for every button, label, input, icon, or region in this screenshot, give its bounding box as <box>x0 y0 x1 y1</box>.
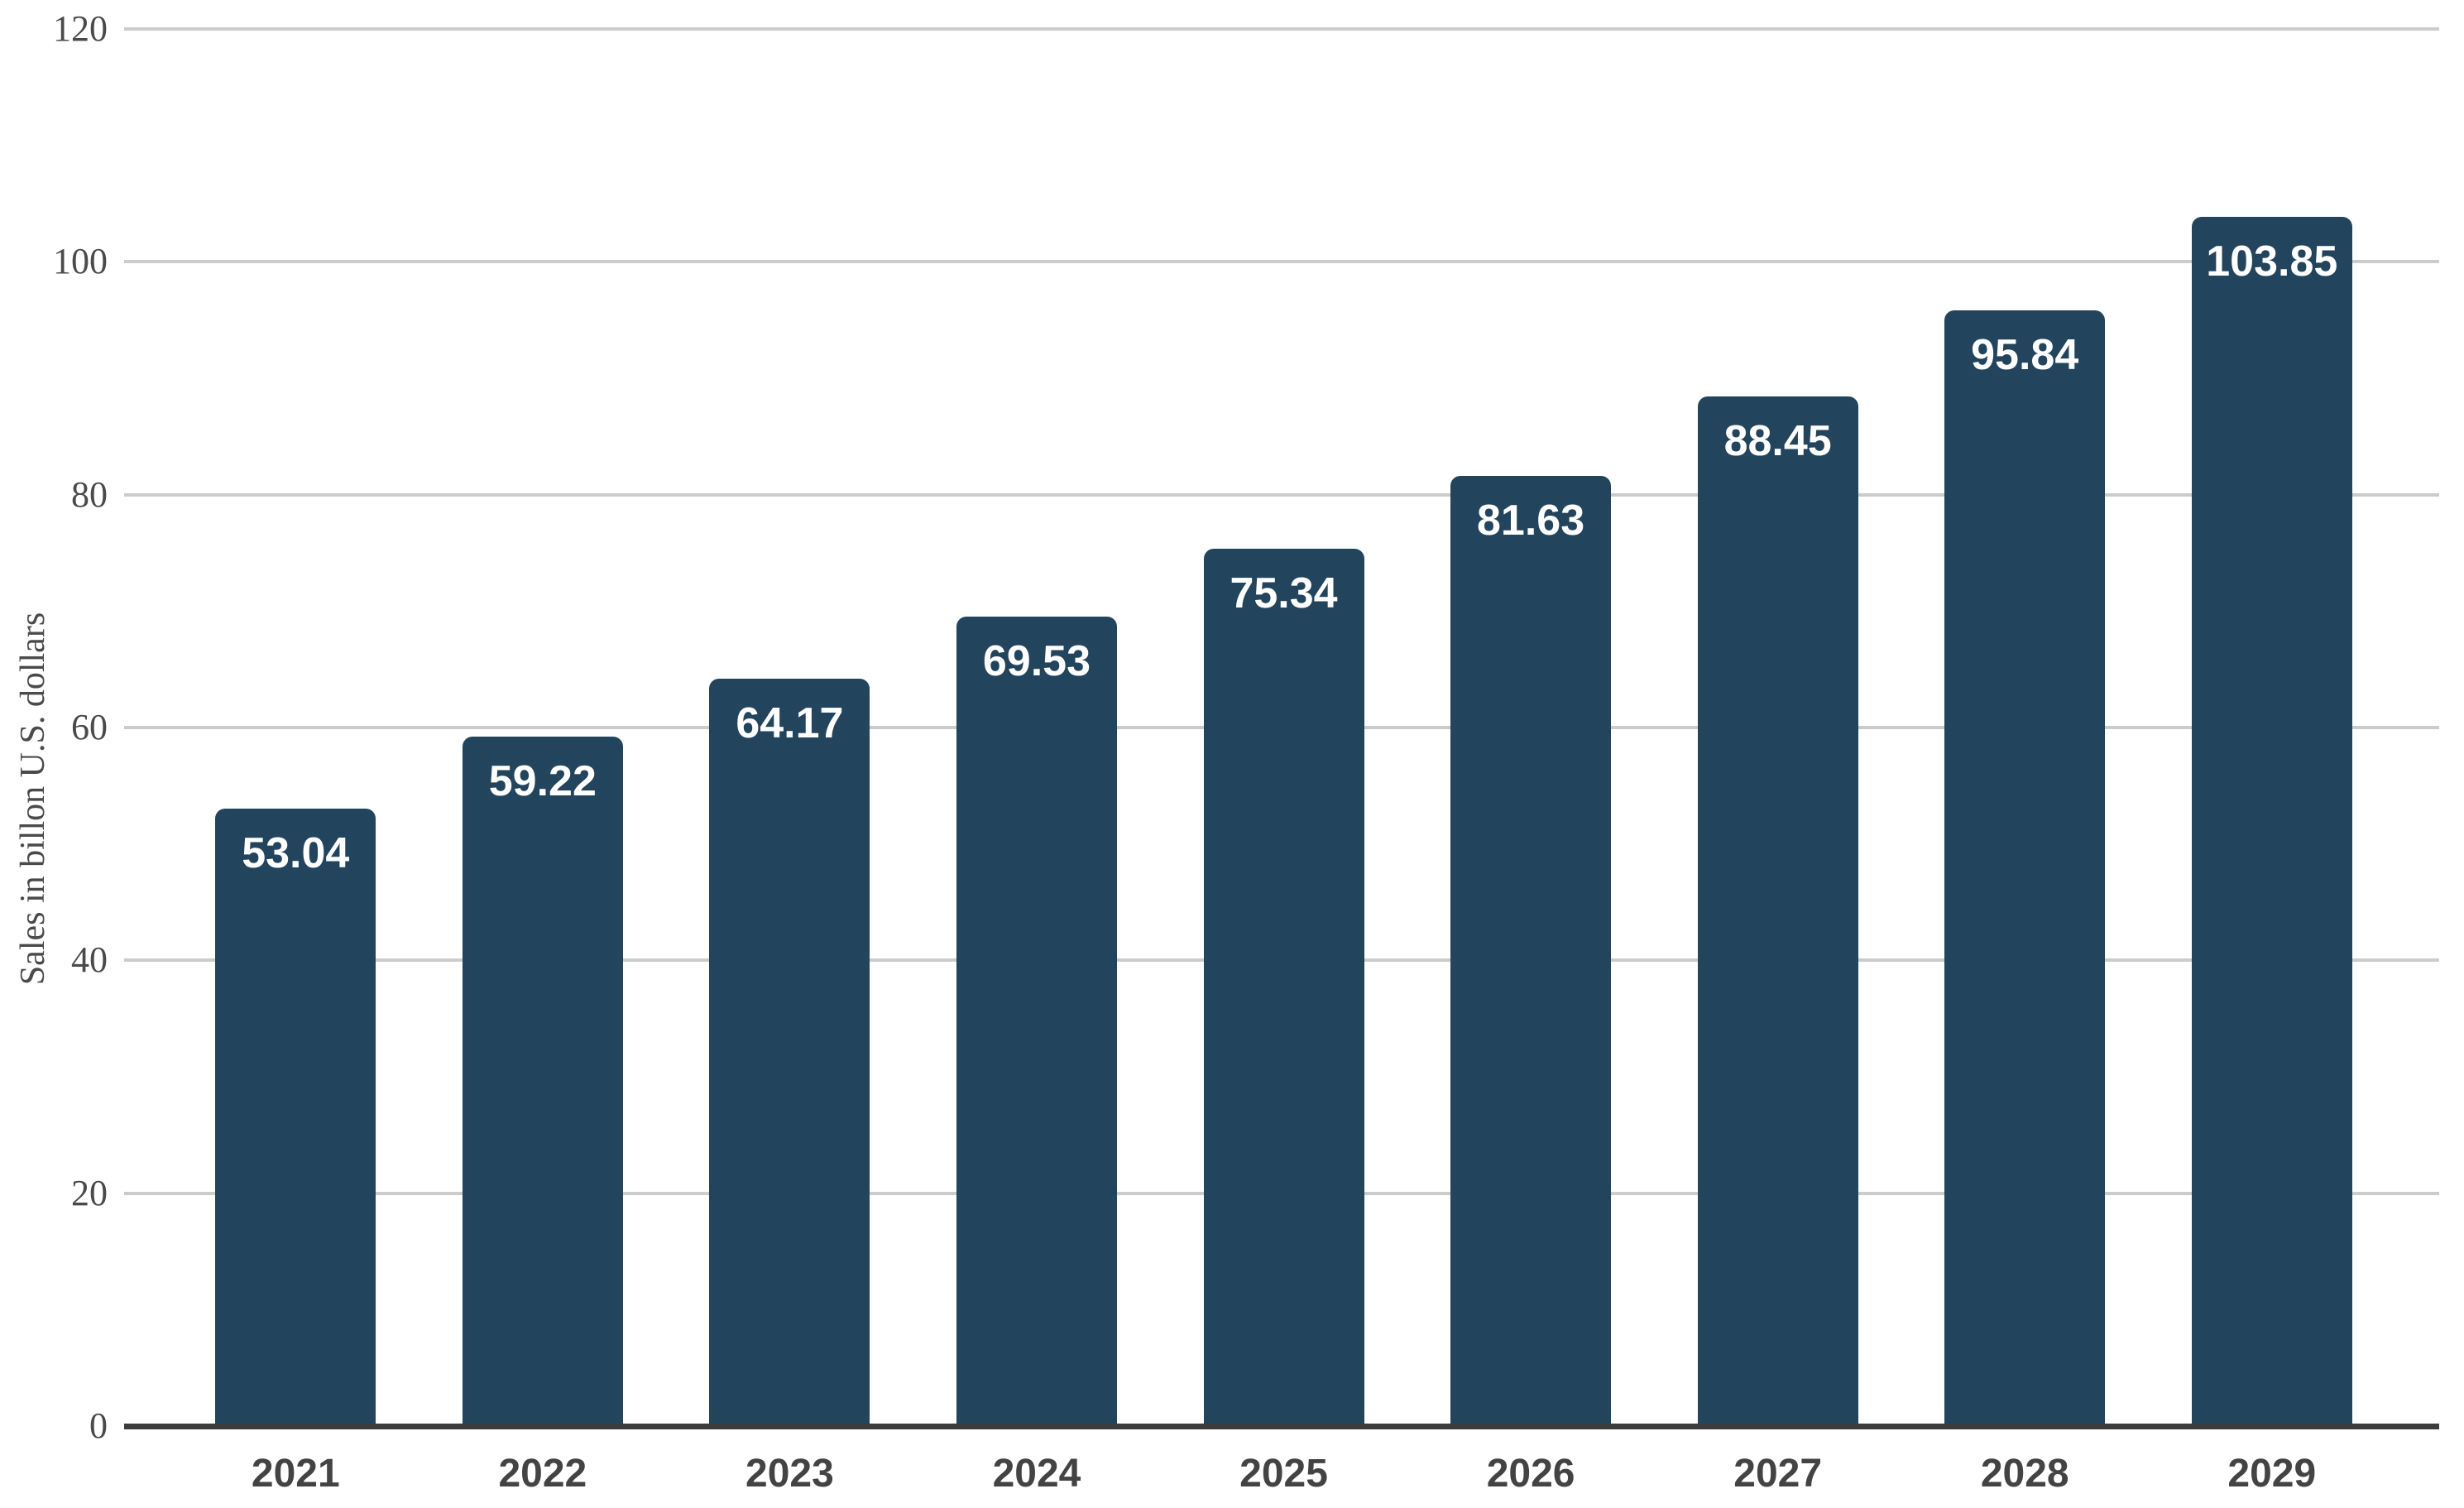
y-axis-tick-labels: 0 20 40 60 80 100 120 <box>0 0 108 1508</box>
x-axis-label-2029: 2029 <box>2227 1452 2317 1496</box>
bar-value-label: 64.17 <box>736 699 844 748</box>
bar-2025: 75.34 <box>1203 549 1364 1426</box>
gridline-120 <box>124 27 2439 31</box>
gridline-100 <box>124 260 2439 264</box>
y-axis-tick-label: 60 <box>71 707 108 747</box>
x-axis-label-2028: 2028 <box>1980 1452 2069 1496</box>
bar-slot-2024: 69.53 <box>913 29 1161 1426</box>
bar-2022: 59.22 <box>462 736 623 1426</box>
bar-value-label: 75.34 <box>1230 569 1338 618</box>
x-axis-labels: 2021 2022 2023 2024 2025 2026 2027 2028 2029 <box>124 1440 2439 1508</box>
bar-2027: 88.45 <box>1697 396 1858 1426</box>
bar-2023: 64.17 <box>709 679 870 1426</box>
bar-slot-2023: 64.17 <box>666 29 913 1426</box>
bar-value-label: 103.85 <box>2206 238 2338 286</box>
x-axis-label-2027: 2027 <box>1733 1452 1823 1496</box>
bar-2021: 53.04 <box>215 808 376 1426</box>
x-axis-label-2026: 2026 <box>1486 1452 1575 1496</box>
bar-value-label: 59.22 <box>488 756 597 805</box>
bar-2028: 95.84 <box>1944 310 2106 1426</box>
plot-area: 53.04 59.22 64.17 69.53 75.34 81.63 88.45 95.84… <box>124 29 2439 1426</box>
x-axis-label-2024: 2024 <box>992 1452 1081 1496</box>
y-axis-tick-label: 120 <box>53 8 108 49</box>
x-axis-label-2025: 2025 <box>1239 1452 1328 1496</box>
bar-slot-2028: 95.84 <box>1901 29 2149 1426</box>
bar-value-label: 53.04 <box>242 828 350 877</box>
y-axis-tick-label: 100 <box>53 241 108 282</box>
bar-value-label: 81.63 <box>1477 496 1585 545</box>
bar-2026: 81.63 <box>1450 475 1612 1426</box>
bar-slot-2025: 75.34 <box>1160 29 1407 1426</box>
bar-value-label: 88.45 <box>1723 416 1832 465</box>
bar-slot-2027: 88.45 <box>1654 29 1901 1426</box>
y-axis-tick-label: 20 <box>71 1172 108 1213</box>
x-axis-label-2021: 2021 <box>251 1452 340 1496</box>
bar-slot-2026: 81.63 <box>1407 29 1655 1426</box>
bar-value-label: 69.53 <box>982 636 1091 685</box>
y-axis-tick-label: 0 <box>89 1405 108 1446</box>
y-axis-tick-label: 80 <box>71 473 108 515</box>
x-axis-line <box>124 1424 2439 1429</box>
gridline-80 <box>124 492 2439 497</box>
bar-2024: 69.53 <box>956 616 1117 1426</box>
x-axis-label-2023: 2023 <box>745 1452 834 1496</box>
bar-slot-2021: 53.04 <box>172 29 419 1426</box>
y-axis-tick-label: 40 <box>71 939 108 981</box>
bar-slot-2029: 103.85 <box>2149 29 2396 1426</box>
bar-value-label: 95.84 <box>1971 330 2079 379</box>
bar-2029: 103.85 <box>2191 217 2352 1426</box>
x-axis-label-2022: 2022 <box>498 1452 587 1496</box>
bar-slot-2022: 59.22 <box>419 29 667 1426</box>
